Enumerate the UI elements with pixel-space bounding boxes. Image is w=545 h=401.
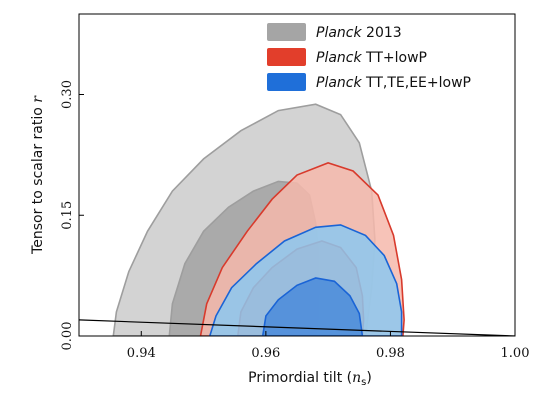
planck-tt-te-ee-lowp-legend-swatch bbox=[267, 73, 306, 91]
legend: Planck 2013 Planck TT+lowP Planck TT,TE,EE… bbox=[267, 23, 471, 91]
x-axis: 0.94 0.96 0.98 1.00 bbox=[127, 331, 530, 361]
x-axis-title-symbol: n bbox=[352, 370, 361, 386]
x-axis-title-subscript: s bbox=[361, 377, 366, 388]
planck-tt-lowp-legend-swatch bbox=[267, 48, 306, 66]
x-tick-label: 0.94 bbox=[127, 346, 156, 361]
y-tick-label: 0.15 bbox=[60, 201, 75, 230]
x-axis-title: Primordial tilt (ns) bbox=[248, 370, 372, 388]
y-tick-label: 0.00 bbox=[60, 322, 75, 351]
planck-2013-legend-swatch bbox=[267, 23, 306, 41]
planck-tt-te-ee-lowp-contour-68 bbox=[261, 277, 364, 336]
y-axis-title: Tensor to scalar ratio r bbox=[30, 95, 46, 255]
y-axis-title-text: Tensor to scalar ratio bbox=[30, 107, 46, 255]
prediction-line bbox=[79, 319, 515, 336]
line-layer bbox=[79, 319, 515, 336]
plot-frame bbox=[78, 13, 516, 337]
x-tick-label: 0.98 bbox=[376, 346, 405, 361]
y-axis: 0.00 0.15 0.30 bbox=[60, 80, 84, 350]
contour-layer bbox=[112, 103, 405, 336]
planck-tt-te-ee-lowp-legend-label: Planck TT,TE,EE+lowP bbox=[316, 75, 471, 91]
y-tick-label: 0.30 bbox=[60, 80, 75, 109]
planck-tt-lowp-legend-label: Planck TT+lowP bbox=[316, 50, 427, 66]
planck-2013-legend-label: Planck 2013 bbox=[316, 25, 402, 41]
y-axis-title-symbol: r bbox=[30, 95, 46, 103]
x-tick-label: 1.00 bbox=[501, 346, 530, 361]
x-tick-label: 0.96 bbox=[251, 346, 280, 361]
x-axis-title-text: Primordial tilt bbox=[248, 370, 343, 386]
